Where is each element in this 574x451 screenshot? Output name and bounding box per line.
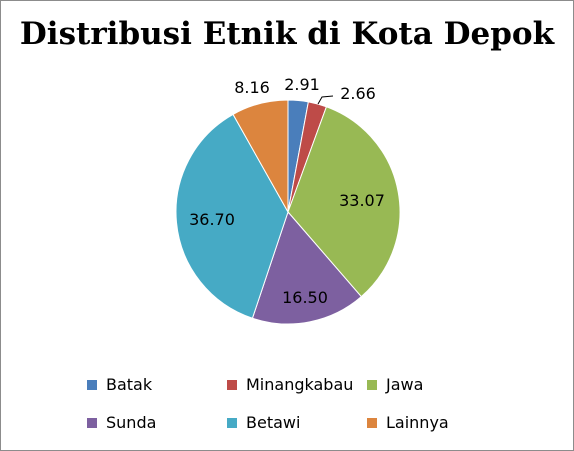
pie-slice-sunda (251, 211, 363, 325)
data-label-minangkabau: 2.66 (340, 84, 376, 103)
pie-slice-betawi (175, 113, 289, 319)
leader-line-minangkabau (317, 95, 334, 105)
chart-title: Distribusi Etnik di Kota Depok (19, 16, 555, 52)
pie-slice-jawa (287, 106, 401, 298)
data-label-betawi: 36.70 (189, 210, 235, 229)
data-label-batak: 2.91 (284, 75, 320, 94)
pie-slice-lainnya (232, 99, 289, 214)
data-label-sunda: 16.50 (282, 288, 328, 307)
data-label-jawa: 33.07 (339, 191, 385, 210)
data-label-lainnya: 8.16 (234, 78, 270, 97)
